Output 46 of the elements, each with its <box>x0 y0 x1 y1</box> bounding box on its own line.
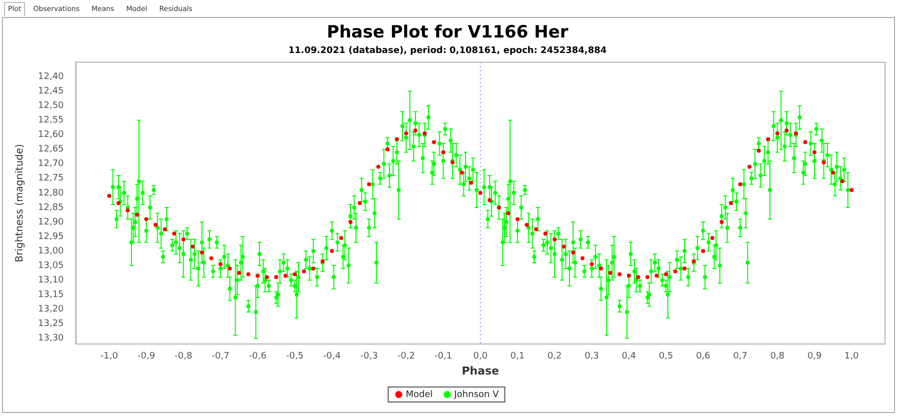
legend-label: Model <box>406 390 433 400</box>
y-tick-label: 13,25 <box>38 319 64 330</box>
x-tick-label: 0,5 <box>658 352 674 362</box>
x-tick-label: -0,1 <box>434 352 452 362</box>
y-tick-label: 12,60 <box>38 130 64 140</box>
x-tick-label: 0,3 <box>584 352 599 362</box>
y-tick-label: 12,50 <box>38 101 64 112</box>
x-tick-label: -0,2 <box>397 352 415 362</box>
y-axis-title: Brightness (magnitude) <box>14 144 26 262</box>
y-tick-label: 12,40 <box>38 72 64 82</box>
x-axis-title: Phase <box>462 364 500 378</box>
x-tick-label: 0,6 <box>696 352 711 362</box>
x-tick-label: -0,5 <box>286 352 304 362</box>
chart-title: Phase Plot for V1166 Her <box>326 22 569 43</box>
x-tick-label: -0,8 <box>174 352 192 362</box>
y-tick-label: 12,55 <box>38 116 64 126</box>
x-tick-label: 0,4 <box>622 352 636 362</box>
x-tick-label: 1,0 <box>844 352 860 362</box>
y-tick-label: 13,20 <box>38 304 64 314</box>
x-tick-label: -0,6 <box>248 352 267 362</box>
y-tick-label: 12,45 <box>38 86 64 97</box>
x-tick-label: -0,4 <box>323 352 341 362</box>
x-tick-label: 0,1 <box>510 352 525 362</box>
x-tick-label: -0,3 <box>360 352 378 362</box>
x-tick-label: 0,2 <box>547 352 562 362</box>
y-tick-label: 12,65 <box>38 144 64 155</box>
x-tick-label: -0,7 <box>212 352 230 362</box>
chart-subtitle: 11.09.2021 (database), period: 0,108161, epoch: 2452384,884 <box>288 46 607 56</box>
y-tick-label: 13,05 <box>38 260 64 271</box>
y-tick-label: 13,00 <box>38 246 64 256</box>
y-tick-label: 12,85 <box>38 202 64 213</box>
y-tick-label: 12,95 <box>38 232 64 242</box>
y-tick-label: 12,75 <box>38 174 64 184</box>
y-tick-label: 12,80 <box>38 188 64 198</box>
y-tick-label: 13,10 <box>38 275 64 286</box>
x-tick-label: 0,9 <box>807 352 822 362</box>
y-tick-label: 13,30 <box>38 334 64 344</box>
legend-label: Johnson V <box>453 390 500 400</box>
x-tick-label: -0,9 <box>138 352 156 362</box>
x-tick-label: -1,0 <box>100 352 118 362</box>
x-tick-label: 0,0 <box>473 352 488 362</box>
x-tick-label: 0,7 <box>733 352 748 362</box>
y-tick-label: 12,90 <box>38 217 64 228</box>
y-tick-label: 12,70 <box>38 159 64 170</box>
x-tick-label: 0,8 <box>770 352 785 362</box>
y-tick-label: 13,15 <box>38 290 64 300</box>
